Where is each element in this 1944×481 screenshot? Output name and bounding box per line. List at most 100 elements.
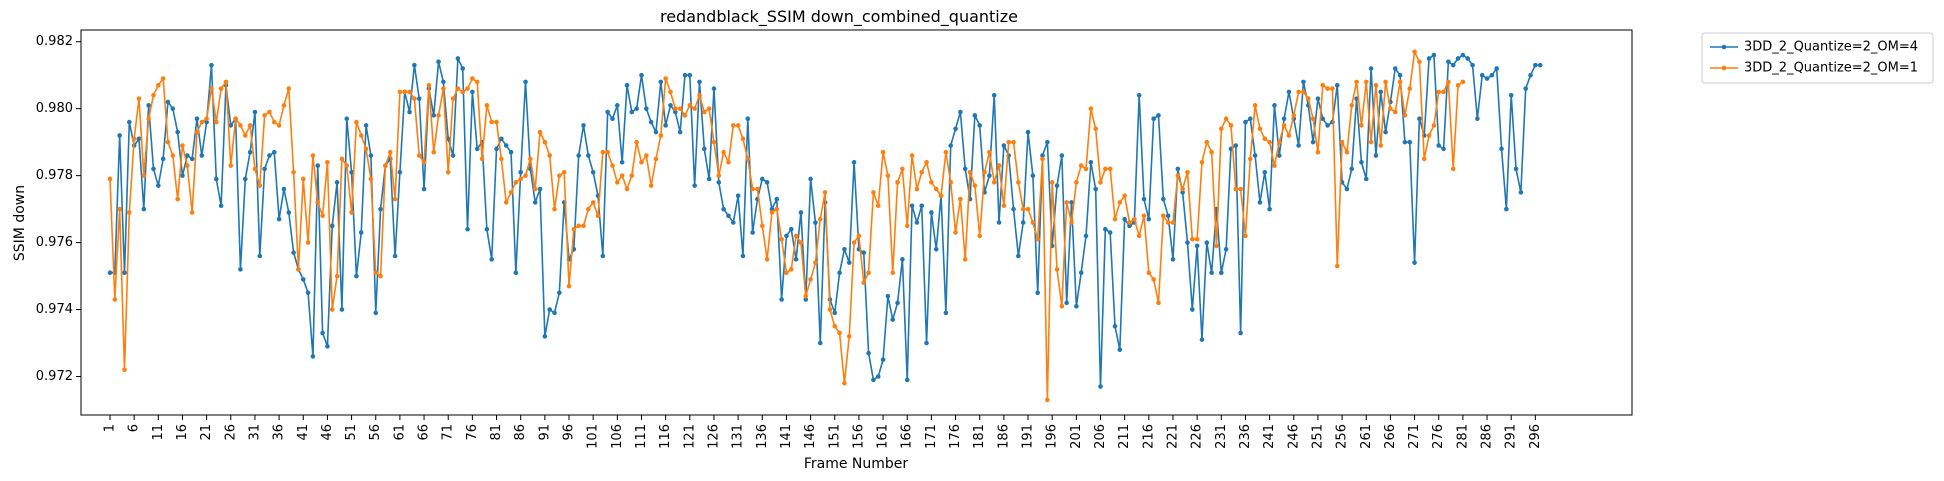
data-point [1441,89,1446,95]
x-tick-label: 131 [731,424,746,449]
data-point [194,129,200,135]
data-point [1243,233,1248,239]
data-point [1083,233,1089,239]
x-tick-label: 96 [562,424,577,441]
data-point [745,156,751,162]
data-point [397,169,403,175]
data-point [962,166,968,172]
legend: 3DD_2_Quantize=2_OM=4 3DD_2_Quantize=2_OM… [1701,32,1934,84]
data-point [412,96,417,101]
x-tick-label: 271 [1407,424,1422,449]
data-point [890,317,896,322]
data-point [242,176,248,182]
data-point [1262,169,1268,175]
data-point [160,156,166,162]
data-point [189,156,195,162]
data-point [136,96,142,101]
data-point [465,226,470,232]
data-point [117,133,122,138]
data-point [803,297,809,302]
data-point [663,123,668,128]
data-point [1074,180,1079,185]
data-point [373,270,379,276]
data-point [808,277,813,282]
data-point [1257,200,1263,205]
data-point [1247,116,1253,122]
x-tick-label: 116 [658,424,673,449]
data-point [1098,180,1103,185]
data-point [523,79,528,85]
data-point [315,200,321,205]
data-point [808,176,813,182]
data-point [1431,123,1437,128]
x-tick-label: 186 [996,424,1011,449]
data-point [209,62,214,68]
data-point [1392,109,1398,115]
data-point [291,250,296,255]
x-tick-label: 56 [368,424,383,441]
data-point [846,260,852,265]
data-point [349,210,354,215]
data-point [450,153,456,158]
data-point [967,169,973,175]
data-point [1020,206,1026,212]
data-point [1103,166,1108,172]
x-tick-label: 171 [924,424,939,449]
data-point [1214,243,1219,249]
data-point [793,233,799,239]
data-point [1170,257,1176,262]
data-point [547,307,552,312]
data-point [1243,119,1248,125]
data-point [1334,82,1340,88]
data-point [1378,143,1384,148]
data-point [349,169,354,175]
data-point [711,139,717,145]
data-point [1127,220,1132,225]
data-point [996,163,1002,168]
data-point [1204,139,1210,145]
data-point [1412,260,1417,265]
data-point [566,283,572,289]
data-point [600,149,606,155]
data-point [194,116,200,122]
data-point [1107,230,1113,235]
data-point [320,213,325,219]
data-point [257,183,263,188]
x-tick-label: 11 [151,424,166,441]
data-point [242,133,248,138]
x-tick-label: 291 [1504,424,1519,449]
data-point [218,203,224,209]
data-point [634,139,639,145]
x-tick-label: 196 [1045,424,1060,449]
data-point [1209,270,1214,276]
data-point [460,89,466,95]
data-point [421,159,427,165]
data-point [402,89,408,95]
data-point [837,330,842,336]
data-point [494,119,499,125]
data-point [1504,206,1509,212]
data-point [1359,159,1364,165]
data-point [1489,72,1495,78]
data-point [832,323,838,329]
data-point [262,166,267,172]
data-point [682,72,688,78]
data-point [1093,186,1098,192]
x-tick-label: 51 [344,424,359,441]
x-tick-label: 181 [972,424,987,449]
data-point [658,79,664,85]
data-point [769,206,775,212]
data-point [1112,323,1118,329]
data-point [813,220,818,225]
data-point [1272,103,1277,108]
data-point [185,163,190,168]
data-point [1238,186,1243,192]
data-point [1450,62,1456,68]
data-point [726,213,731,219]
data-point [180,143,185,148]
data-point [1165,213,1171,219]
data-point [397,89,403,95]
y-axis: 0.972 0.974 0.976 0.978 0.980 0.982 [36,34,81,384]
data-point [735,193,741,199]
